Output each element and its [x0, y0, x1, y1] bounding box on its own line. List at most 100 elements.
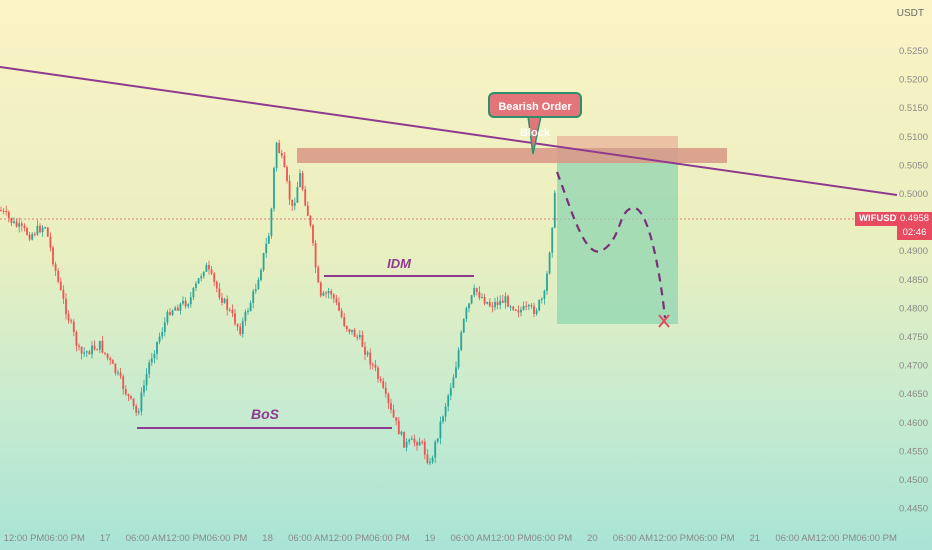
price-axis[interactable]: 0.5250 0.5200 0.5150 0.5100 0.5050 0.5000 0.49…: [899, 46, 928, 515]
order-block-callout[interactable]: Bearish Order Block: [488, 92, 582, 139]
candle-body: [184, 300, 187, 307]
candle-body: [88, 351, 91, 355]
candle-body: [200, 276, 203, 279]
candle-body: [26, 228, 28, 235]
candle-body: [189, 297, 192, 305]
candle-body: [2, 210, 5, 212]
candle-body: [169, 312, 171, 315]
candle-body: [36, 225, 39, 235]
candle-body: [221, 297, 223, 303]
candle-body: [18, 223, 21, 227]
time-tick-label: 06:00 PM: [531, 533, 572, 544]
time-axis[interactable]: 12:00 PM 06:00 PM 17 06:00 AM 12:00 PM 06:00 …: [4, 533, 897, 544]
time-tick-label: 06:00 AM: [126, 533, 166, 544]
candle-body: [213, 273, 216, 282]
candle-body: [20, 223, 23, 226]
candle-body: [104, 352, 106, 354]
candle-body: [124, 388, 127, 395]
price-tick-label: 0.4800: [899, 303, 928, 314]
candle-body: [548, 252, 551, 274]
candle-body: [540, 298, 543, 300]
candle-body: [501, 300, 504, 303]
candle-body: [215, 281, 218, 289]
candle-body: [405, 441, 408, 448]
candle-body: [236, 324, 239, 327]
candle-body: [288, 180, 291, 200]
candle-body: [538, 299, 541, 311]
candle-body: [535, 310, 538, 315]
candle-body: [470, 295, 473, 304]
candle-body: [447, 395, 450, 407]
candle-body: [514, 309, 517, 311]
candle-body: [114, 363, 117, 374]
candle-body: [431, 457, 434, 462]
price-tick-label: 0.4700: [899, 361, 928, 372]
candle-body: [340, 310, 343, 318]
price-tick-label: 0.5100: [899, 132, 928, 143]
short-position-target-zone[interactable]: [557, 148, 678, 324]
candle-body: [31, 234, 34, 240]
candle-body: [403, 431, 405, 448]
time-tick-label: 12:00 PM: [491, 533, 532, 544]
candle-body: [387, 393, 390, 404]
candle-body: [517, 310, 520, 313]
candle-body: [182, 300, 184, 304]
candle-body: [384, 387, 387, 394]
candle-body: [158, 336, 161, 342]
candle-body: [483, 297, 486, 304]
candle-body: [59, 281, 62, 290]
candle-body: [127, 394, 130, 396]
candle-body: [369, 352, 372, 365]
candle-body: [171, 310, 174, 315]
candle-body: [28, 234, 31, 240]
price-tick-label: 0.5000: [899, 189, 928, 200]
order-block-zone[interactable]: [297, 148, 727, 163]
candle-body: [143, 385, 145, 393]
candle-body: [455, 367, 457, 378]
candle-body: [93, 345, 96, 350]
candle-body: [330, 291, 333, 295]
candle-body: [67, 314, 70, 321]
candle-body: [98, 340, 101, 350]
candle-body: [457, 349, 460, 368]
candle-body: [309, 215, 312, 226]
candle-body: [312, 225, 314, 244]
candle-body: [488, 302, 491, 307]
time-tick-label: 19: [425, 533, 436, 544]
candle-body: [62, 289, 65, 299]
time-tick-label: 18: [262, 533, 273, 544]
time-tick-label: 06:00 PM: [207, 533, 248, 544]
candle-body: [78, 345, 80, 347]
candle-body: [392, 409, 395, 418]
candle-body: [262, 253, 265, 270]
candle-body: [46, 227, 49, 237]
price-tick-label: 0.5200: [899, 75, 928, 86]
candle-body: [257, 280, 260, 290]
time-tick-label: 06:00 AM: [775, 533, 815, 544]
candle-body: [553, 192, 556, 228]
candle-body: [507, 296, 509, 307]
price-tick-label: 0.4750: [899, 332, 928, 343]
candle-body: [150, 358, 153, 363]
descending-trendline[interactable]: [0, 66, 898, 196]
short-position-risk-zone[interactable]: [557, 136, 678, 148]
candle-body: [434, 441, 437, 458]
candle-body: [80, 346, 83, 354]
candle-body: [270, 208, 273, 236]
candle-body: [254, 289, 257, 292]
candle-body: [413, 438, 416, 443]
candle-body: [525, 305, 528, 307]
candle-body: [291, 199, 294, 206]
candle-body: [247, 311, 249, 313]
candle-body: [338, 302, 340, 311]
candle-body: [156, 341, 158, 354]
candle-body: [499, 300, 502, 305]
candle-body: [208, 265, 210, 270]
candle-body: [533, 306, 535, 315]
candle-body: [374, 364, 377, 368]
candle-body: [343, 317, 346, 326]
candle-body: [317, 267, 320, 283]
candle-body: [444, 406, 447, 417]
candle-body: [473, 287, 476, 296]
